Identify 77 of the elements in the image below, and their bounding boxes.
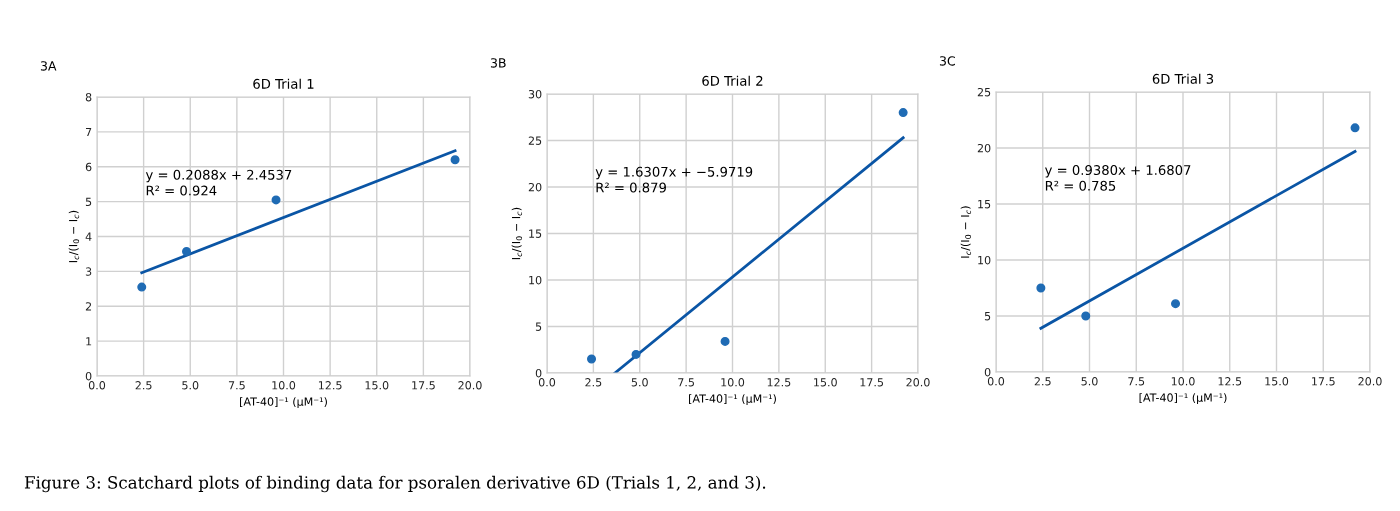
x-tick-label: 5.0 xyxy=(1081,377,1098,386)
point xyxy=(1171,299,1181,309)
y-tick-label: 4 xyxy=(85,232,92,241)
x-tick-label: 0.0 xyxy=(88,381,106,390)
x-axis-title: [AT-40]⁻¹ (μM⁻¹) xyxy=(689,394,776,405)
x-tick-label: 2.5 xyxy=(1034,377,1051,386)
point xyxy=(1350,123,1360,133)
y-tick-label: 30 xyxy=(528,89,542,99)
point xyxy=(1036,283,1046,293)
x-tick-label: 15.0 xyxy=(365,381,389,390)
point xyxy=(450,155,460,165)
annotation: y = 0.9380x + 1.6807 R² = 0.785 xyxy=(1045,165,1191,191)
x-tick-label: 5.0 xyxy=(631,378,648,387)
y-tick-label: 7 xyxy=(85,128,92,137)
x-tick-label: 10.0 xyxy=(1171,377,1195,386)
point xyxy=(137,282,147,292)
point xyxy=(271,195,281,205)
y-tick-label: 0 xyxy=(535,368,542,378)
y-tick-label: 6 xyxy=(85,162,92,172)
x-axis-title: [AT-40]⁻¹ (μM⁻¹) xyxy=(240,397,327,408)
x-tick-label: 2.5 xyxy=(585,378,602,387)
y-axis-title: I$_{c}$/(I$_{0}$ − I$_{c}$) xyxy=(68,210,80,263)
x-tick-label: 10.0 xyxy=(272,381,296,390)
chart-title: 6D Trial 2 xyxy=(702,75,763,86)
text: 3C xyxy=(939,56,955,66)
y-tick-label: 25 xyxy=(528,136,542,145)
point xyxy=(631,349,641,359)
text: 3B xyxy=(490,58,506,68)
y-tick-label: 20 xyxy=(977,143,991,153)
point xyxy=(898,108,908,118)
x-tick-label: 17.5 xyxy=(1312,377,1335,386)
x-tick-label: 10.0 xyxy=(721,378,745,387)
point xyxy=(1081,311,1091,321)
y-tick-label: 3 xyxy=(85,267,92,276)
caption: Figure 3: Scatchard plots of binding data for psoralen derivative 6D (Trials 1, 2, and 3). xyxy=(24,475,766,493)
x-axis-title: [AT-40]⁻¹ (μM⁻¹) xyxy=(1139,393,1227,404)
y-tick-label: 8 xyxy=(85,92,92,102)
y-tick-label: 20 xyxy=(528,182,542,192)
point xyxy=(182,246,192,256)
y-tick-label: 5 xyxy=(85,197,92,206)
x-tick-label: 5.0 xyxy=(182,381,199,390)
y-tick-label: 0 xyxy=(984,367,991,377)
y-tick-label: 15 xyxy=(529,229,542,238)
x-tick-label: 15.0 xyxy=(1265,377,1289,386)
y-tick-label: 2 xyxy=(85,302,92,311)
chart-title: 6D Trial 1 xyxy=(253,78,314,89)
x-tick-label: 12.5 xyxy=(767,378,791,387)
y-tick-label: 10 xyxy=(529,275,542,285)
x-tick-label: 0.0 xyxy=(538,378,556,387)
x-tick-label: 2.5 xyxy=(135,381,152,390)
x-tick-label: 20.0 xyxy=(1358,377,1382,386)
x-tick-label: 20.0 xyxy=(906,378,930,387)
chart-title: 6D Trial 3 xyxy=(1152,73,1214,84)
x-tick-label: 17.5 xyxy=(412,381,435,390)
point xyxy=(720,336,730,346)
x-tick-label: 7.5 xyxy=(1128,377,1145,386)
y-tick-label: 10 xyxy=(978,255,991,265)
y-axis-title: I$_{c}$/(I$_{0}$ − I$_{c}$) xyxy=(960,206,972,258)
x-tick-label: 12.5 xyxy=(318,381,342,390)
x-tick-label: 7.5 xyxy=(678,378,694,387)
y-axis-title: I$_{c}$/(I$_{0}$ − I$_{c}$) xyxy=(511,207,523,260)
y-tick-label: 15 xyxy=(978,200,991,209)
y-tick-label: 1 xyxy=(86,337,92,346)
y-tick-label: 5 xyxy=(984,312,991,321)
x-tick-label: 17.5 xyxy=(860,378,884,387)
x-tick-label: 15.0 xyxy=(814,378,837,387)
x-tick-label: 12.5 xyxy=(1218,377,1242,386)
y-tick-label: 25 xyxy=(977,87,991,97)
text: 3A xyxy=(40,61,57,71)
y-tick-label: 5 xyxy=(535,322,542,331)
point xyxy=(587,354,597,364)
x-tick-label: 0.0 xyxy=(987,377,1005,386)
x-tick-label: 20.0 xyxy=(458,381,482,390)
x-tick-label: 7.5 xyxy=(228,381,245,390)
annotation: y = 1.6307x + −5.9719 R² = 0.879 xyxy=(595,166,753,193)
y-tick-label: 0 xyxy=(85,371,92,381)
annotation: y = 0.2088x + 2.4537 R² = 0.924 xyxy=(145,169,292,196)
